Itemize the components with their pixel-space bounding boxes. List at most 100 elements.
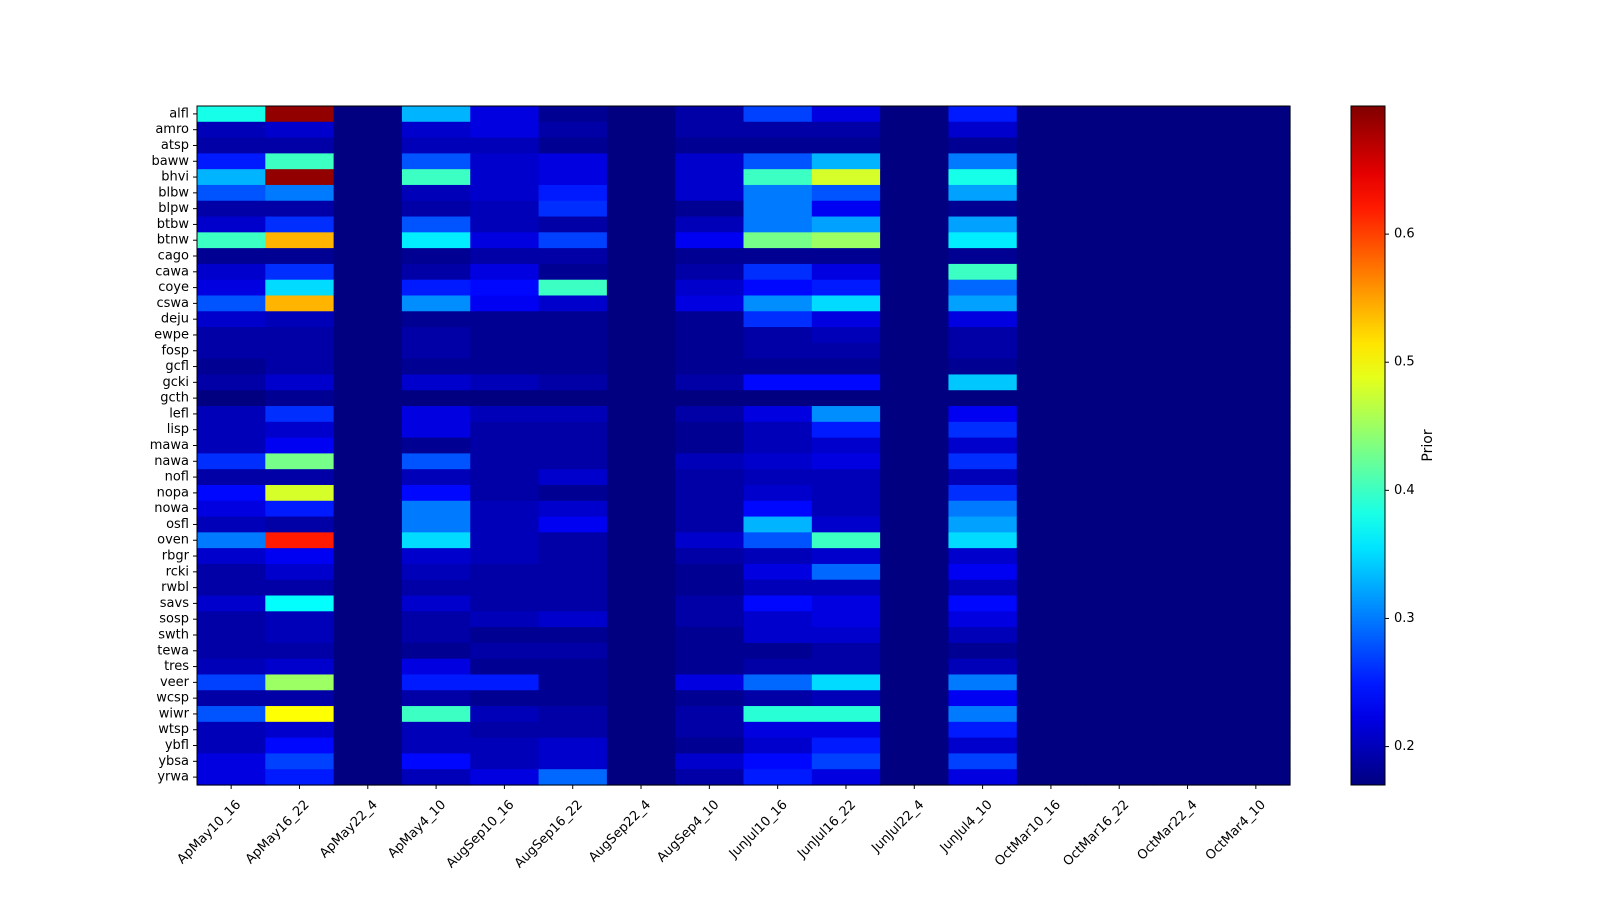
heatmap-cell (538, 406, 608, 423)
heatmap-cell (1016, 500, 1086, 518)
heatmap-cell (948, 248, 1018, 265)
heatmap-cell (1221, 232, 1291, 249)
y-tick-label: rbgr (162, 549, 190, 564)
heatmap-cell (743, 516, 813, 533)
heatmap-cell (1085, 627, 1154, 644)
heatmap-cell (948, 516, 1018, 533)
y-axis-ticks: alflamroatspbawwbhviblbwblpwbtbwbtnwcago… (150, 106, 197, 785)
heatmap-cell (470, 611, 540, 628)
heatmap-cell (948, 469, 1018, 486)
heatmap-cell (1153, 311, 1223, 328)
heatmap-cell (1085, 184, 1154, 202)
heatmap-cell (675, 627, 745, 644)
heatmap-cell (1153, 548, 1223, 565)
heatmap-cell (1085, 263, 1154, 281)
heatmap-cell (880, 453, 950, 470)
heatmap-cell (606, 548, 676, 565)
heatmap-cell (265, 769, 335, 786)
heatmap-cell (265, 642, 335, 660)
heatmap-cell (333, 627, 403, 644)
heatmap-cell (470, 184, 540, 202)
heatmap-cell (401, 406, 471, 423)
heatmap-cell (948, 753, 1018, 770)
heatmap-cell (1153, 374, 1223, 391)
heatmap-cell (880, 232, 950, 249)
heatmap-cell (675, 437, 745, 454)
heatmap-cell (606, 248, 676, 265)
heatmap-cell (333, 200, 403, 218)
heatmap-cell (1221, 263, 1291, 281)
heatmap-cell (1016, 295, 1086, 312)
heatmap-cell (948, 548, 1018, 565)
heatmap-cell (538, 137, 608, 154)
heatmap-cell (265, 516, 335, 533)
x-tick-label: AugSep16_22 (512, 797, 586, 871)
colorbar-tick-label: 0.5 (1394, 355, 1415, 370)
heatmap-cell (1221, 437, 1291, 454)
heatmap-cell (675, 548, 745, 565)
heatmap-cell (880, 137, 950, 154)
heatmap-cell (333, 579, 403, 597)
y-tick-label: rwbl (161, 580, 189, 595)
heatmap-cell (1221, 500, 1291, 518)
y-tick-label: yrwa (157, 770, 189, 785)
heatmap-cell (197, 469, 266, 486)
heatmap-cell (606, 690, 676, 707)
heatmap-cell (333, 532, 403, 549)
heatmap-cell (1085, 153, 1154, 170)
heatmap-cell (1016, 453, 1086, 470)
heatmap-cell (1085, 121, 1154, 139)
heatmap-cell (538, 611, 608, 628)
y-tick-label: gcki (162, 375, 189, 390)
y-tick-label: baww (152, 154, 190, 169)
heatmap-cell (401, 516, 471, 533)
heatmap-cell (265, 263, 335, 281)
heatmap-cell (1016, 311, 1086, 328)
heatmap-cell (1085, 500, 1154, 518)
heatmap-cell (1153, 390, 1223, 407)
heatmap-cell (675, 642, 745, 660)
heatmap-cell (1016, 421, 1086, 439)
heatmap-cell (265, 327, 335, 344)
heatmap-cell (606, 642, 676, 660)
heatmap-cell (333, 263, 403, 281)
y-tick-label: tres (164, 659, 189, 674)
heatmap-cell (401, 627, 471, 644)
heatmap-cell (606, 769, 676, 786)
heatmap-cell (880, 721, 950, 739)
heatmap-cell (401, 611, 471, 628)
heatmap-cell (265, 421, 335, 439)
heatmap-cell (401, 658, 471, 676)
heatmap-cell (1085, 658, 1154, 676)
heatmap-cell (1016, 342, 1086, 360)
heatmap-cell (538, 169, 608, 186)
heatmap-cell (401, 295, 471, 312)
heatmap-cell (197, 295, 266, 312)
heatmap-cell (1153, 532, 1223, 549)
heatmap-cell (1153, 327, 1223, 344)
heatmap-cell (948, 453, 1018, 470)
y-tick-label: btnw (157, 233, 190, 248)
heatmap-cell (538, 642, 608, 660)
y-tick-label: cago (158, 249, 189, 264)
heatmap-cell (265, 690, 335, 707)
heatmap-cell (1016, 516, 1086, 533)
heatmap-cell (401, 642, 471, 660)
heatmap-cell (948, 295, 1018, 312)
heatmap-cell (470, 216, 540, 233)
heatmap-cell (675, 263, 745, 281)
heatmap-cell (197, 484, 266, 502)
heatmap-cell (401, 390, 471, 407)
heatmap-cell (880, 279, 950, 297)
heatmap-cell (538, 516, 608, 533)
heatmap-cell (880, 311, 950, 328)
heatmap-cell (401, 153, 471, 170)
heatmap-cell (675, 658, 745, 676)
heatmap-cell (1221, 769, 1291, 786)
heatmap-cell (743, 232, 813, 249)
heatmap-cell (606, 595, 676, 612)
heatmap-cell (401, 263, 471, 281)
heatmap-cell (470, 153, 540, 170)
heatmap-cell (470, 595, 540, 612)
heatmap-cell (265, 121, 335, 139)
